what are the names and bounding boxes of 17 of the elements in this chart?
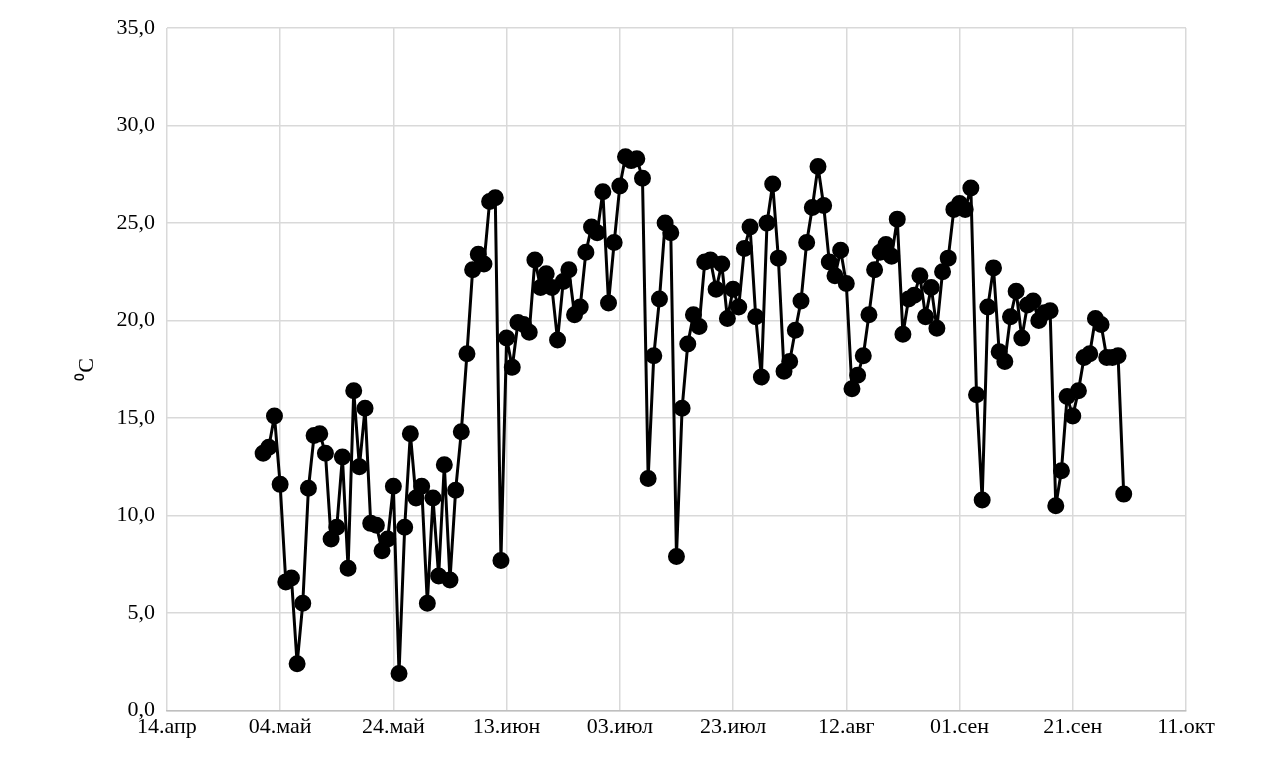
y-tick-label: 30,0 — [116, 111, 155, 137]
x-tick-label: 13.июн — [472, 712, 541, 738]
y-tick-label: 5,0 — [127, 598, 155, 624]
y-tick-label: 25,0 — [116, 208, 155, 234]
x-tick-label: 21.сен — [1043, 712, 1103, 738]
x-tick-label: 12.авг — [817, 712, 875, 738]
y-tick-label: 20,0 — [116, 306, 155, 332]
x-tick-label: 23.июл — [700, 712, 767, 738]
y-axis-title: ⁰C — [72, 357, 98, 381]
x-tick-label: 01.сен — [929, 712, 990, 738]
x-tick-label: 24.май — [361, 712, 425, 738]
y-tick-label: 35,0 — [116, 13, 155, 39]
y-tick-label: 10,0 — [116, 501, 155, 527]
x-tick-label: 03.июл — [586, 712, 653, 738]
y-tick-label: 15,0 — [116, 403, 155, 429]
x-tick-label: 04.май — [248, 712, 312, 738]
x-tick-label: 11.окт — [1157, 712, 1216, 738]
